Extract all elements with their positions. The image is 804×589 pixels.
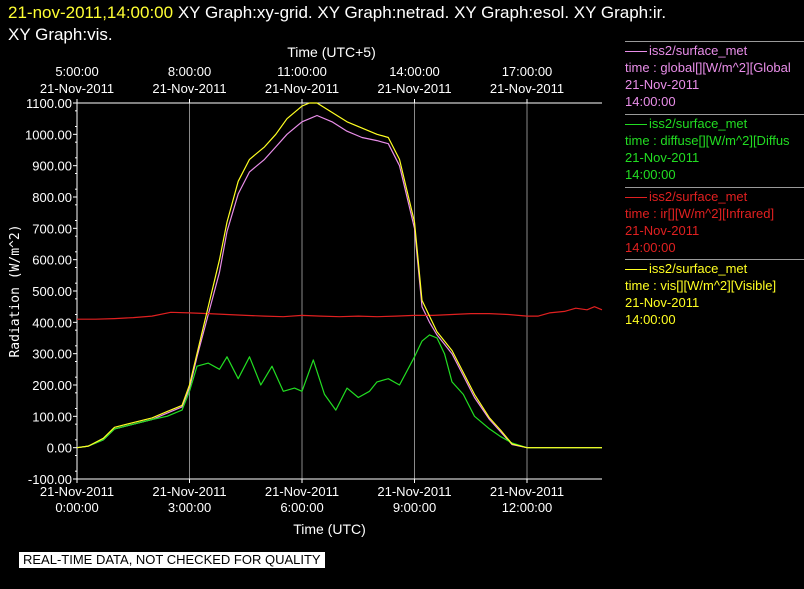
legend-source-name: iss2/surface_met [625,188,804,205]
y-tick-label-0: -100.00 [28,472,72,487]
x2-tick-date-3: 21-Nov-2011 [377,81,451,96]
legend-divider [625,114,804,115]
legend-date: 21-Nov-2011 [625,223,700,238]
y-axis-label: Radiation (W/m^2) [8,224,23,357]
x-tick-time-0: 0:00:00 [55,500,98,515]
legend-divider [625,41,804,42]
legend-time: 14:00:00 [625,312,676,327]
y-tick-label-2: 100.00 [32,409,72,424]
y-tick-label-11: 1000.00 [25,127,72,142]
x-tick-date-4: 21-Nov-2011 [490,484,564,499]
legend-line-swatch [625,51,647,53]
legend-variable: time : diffuse[][W/m^2][Diffus [625,133,790,148]
legend-source-text: iss2/surface_met [649,116,748,131]
y-tick-label-12: 1100.00 [26,96,72,111]
x2-tick-time-3: 14:00:00 [389,64,440,79]
y-tick-label-10: 900.00 [32,159,72,174]
y-tick-label-4: 300.00 [32,347,72,362]
x2-tick-time-2: 11:00:00 [277,64,327,79]
series-line-ir [77,306,603,320]
legend-source-text: iss2/surface_met [649,43,748,58]
y-tick-label-6: 500.00 [32,284,72,299]
x2-axis-label: Time (UTC+5) [287,44,376,60]
legend-line-swatch [625,269,647,271]
x2-tick-time-4: 17:00:00 [502,64,553,79]
legend-date: 21-Nov-2011 [625,295,700,310]
x-axis-label: Time (UTC) [293,521,366,537]
legend-variable: time : ir[][W/m^2][Infrared] [625,206,775,221]
x2-tick-date-1: 21-Nov-2011 [152,81,226,96]
legend-line-swatch [625,197,647,199]
legend-source-name: iss2/surface_met [625,42,804,59]
y-tick-label-9: 800.00 [32,190,72,205]
x-tick-time-4: 12:00:00 [502,500,553,515]
series-line-diffuse [76,334,602,449]
legend-date: 21-Nov-2011 [625,150,700,165]
legend-variable: time : global[][W/m^2][Global [625,60,791,75]
legend-time: 14:00:00 [625,240,676,255]
legend-source-text: iss2/surface_met [649,261,748,276]
series-line-global [76,114,602,449]
x-tick-time-3: 9:00:00 [393,500,436,515]
x-tick-date-3: 21-Nov-2011 [377,484,451,499]
x2-tick-date-2: 21-Nov-2011 [265,81,339,96]
legend-divider [625,259,804,260]
legend-time: 14:00:00 [625,167,676,182]
x-tick-time-1: 3:00:00 [168,500,211,515]
x-tick-time-2: 6:00:00 [280,500,323,515]
x2-tick-date-4: 21-Nov-2011 [490,81,564,96]
x2-tick-time-1: 8:00:00 [168,64,211,79]
legend-line-swatch [625,124,647,126]
window-title-line2: XY Graph:vis. [8,25,113,44]
x2-tick-date-0: 21-Nov-2011 [40,81,114,96]
x2-tick-time-0: 5:00:00 [55,64,98,79]
y-tick-label-8: 700.00 [32,221,72,236]
x-tick-date-1: 21-Nov-2011 [152,484,226,499]
y-tick-label-3: 200.00 [32,378,72,393]
legend-source-text: iss2/surface_met [649,189,748,204]
y-tick-label-5: 400.00 [32,315,72,330]
legend-date: 21-Nov-2011 [625,77,700,92]
legend-source-name: iss2/surface_met [625,260,804,277]
series-line-vis [76,102,602,449]
y-tick-label-1: 0.00 [47,441,72,456]
window-title-line1: 21-nov-2011,14:00:00 XY Graph:xy-grid. X… [8,3,666,23]
title-graph-list: XY Graph:xy-grid. XY Graph:netrad. XY Gr… [177,3,667,22]
legend-variable: time : vis[][W/m^2][Visible] [625,278,777,293]
legend-divider [625,187,804,188]
x-tick-date-0: 21-Nov-2011 [40,484,114,499]
x-tick-date-2: 21-Nov-2011 [265,484,339,499]
y-tick-label-7: 600.00 [32,253,72,268]
title-datetime: 21-nov-2011,14:00:00 [8,3,174,22]
quality-disclaimer: REAL-TIME DATA, NOT CHECKED FOR QUALITY [19,552,325,568]
legend-time: 14:00:00 [625,94,676,109]
legend-source-name: iss2/surface_met [625,115,804,132]
